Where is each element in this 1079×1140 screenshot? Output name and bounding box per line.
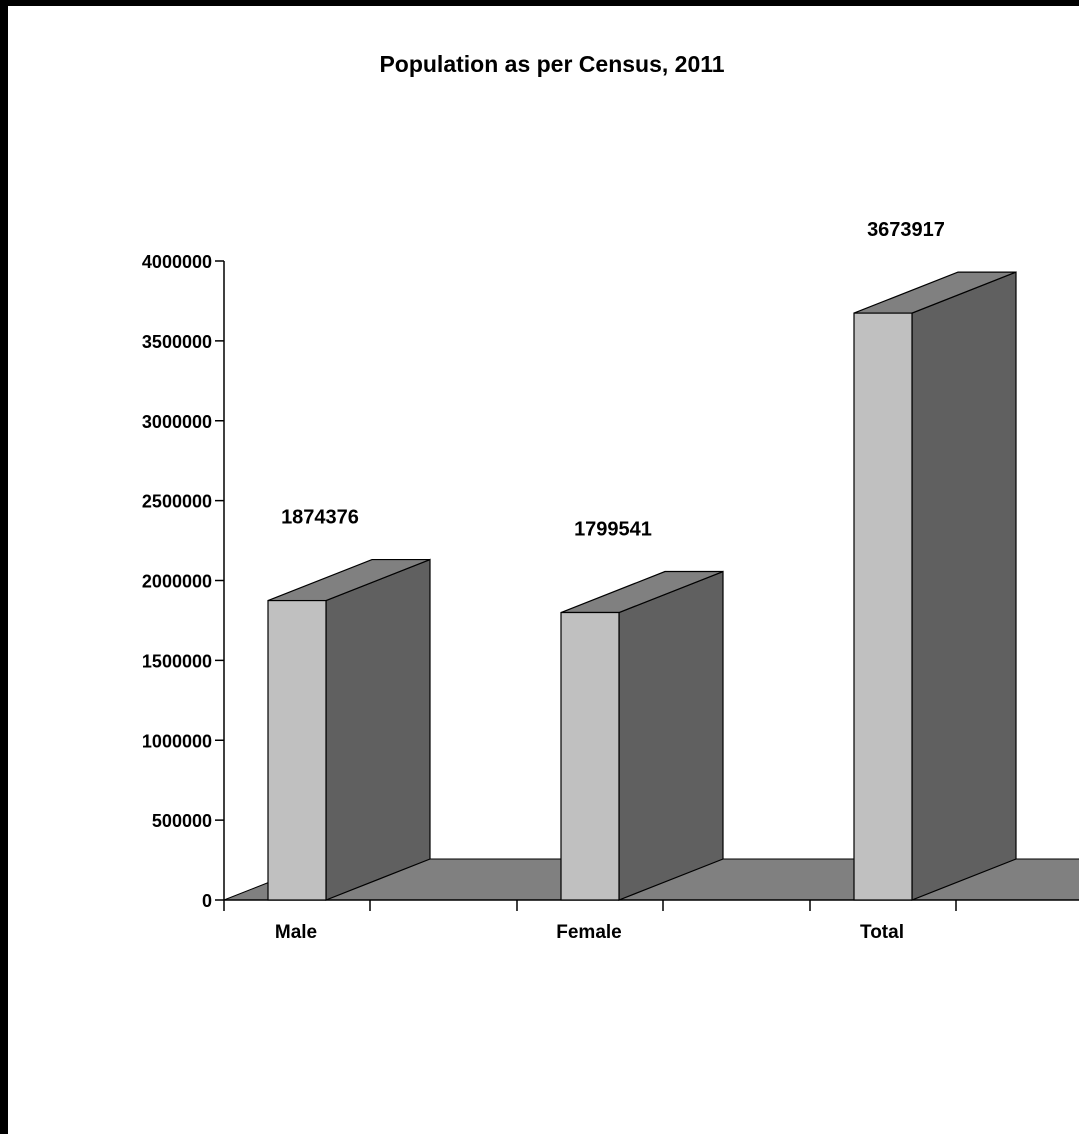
x-category-label: Total [860,922,904,943]
x-category-label: Female [556,922,621,943]
y-tick-label: 0 [202,891,212,911]
chart-title: Population as per Census, 2011 [379,51,724,77]
bar-male [268,560,430,900]
bar-female [561,572,723,900]
data-label: 1874376 [281,507,359,529]
y-tick-label: 500000 [152,811,212,831]
y-tick-label: 2500000 [142,492,212,512]
data-label: 3673917 [867,219,945,241]
bar-side-face [619,572,723,900]
bar-side-face [912,272,1016,900]
bars [268,272,1016,900]
y-tick-label: 4000000 [142,252,212,272]
y-tick-label: 3000000 [142,412,212,432]
bar-chart: Population as per Census, 2011 0 500000 10… [8,6,1079,1140]
y-tick-label: 3500000 [142,332,212,352]
y-tick-label: 2000000 [142,572,212,592]
bar-front-face [854,313,912,900]
x-category-label: Male [275,922,317,943]
y-tick-label: 1000000 [142,731,212,751]
bar-total [854,272,1016,900]
data-label: 1799541 [574,519,652,541]
bar-front-face [268,601,326,900]
bar-front-face [561,613,619,900]
y-tick-label: 1500000 [142,651,212,671]
bar-side-face [326,560,430,900]
